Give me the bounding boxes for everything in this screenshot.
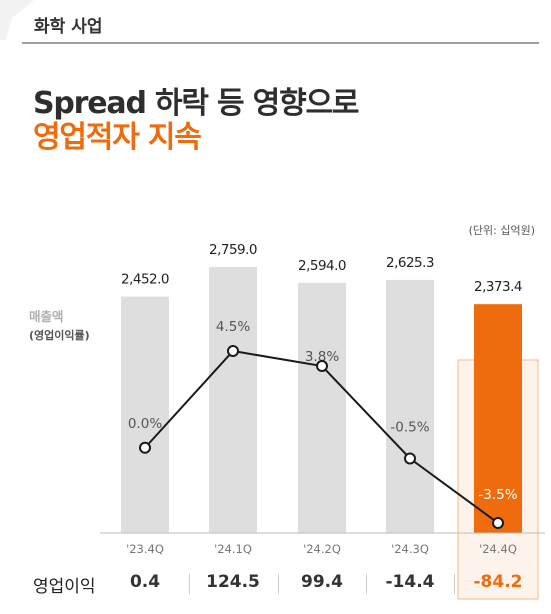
bar-value-label: 2,594.0	[298, 258, 346, 274]
x-tick-label: '24.2Q	[303, 542, 341, 556]
margin-axis-subtitle: (영업이익률)	[29, 329, 90, 342]
headline-line-2: 영업적자 지속	[33, 120, 202, 155]
revenue-bar	[298, 282, 346, 533]
revenue-bar	[474, 304, 522, 533]
operating-profit-label: 영업이익	[33, 577, 96, 597]
column-divider	[189, 574, 190, 594]
operating-profit-value: -84.2	[473, 572, 523, 592]
revenue-bar	[121, 296, 169, 533]
x-tick-label: '23.4Q	[126, 542, 164, 556]
section-divider	[22, 42, 539, 44]
column-divider	[366, 574, 367, 594]
revenue-axis-title: 매출액	[29, 309, 64, 324]
margin-point	[316, 360, 328, 373]
bar-value-label: 2,452.0	[121, 272, 169, 288]
section-label: 화학 사업	[34, 17, 103, 37]
headline-line-1: Spread 하락 등 영향으로	[33, 86, 359, 121]
bar-value-label: 2,373.4	[474, 279, 522, 295]
x-tick-label: '24.4Q	[479, 542, 517, 556]
margin-point	[492, 517, 504, 529]
operating-profit-value: -14.4	[385, 572, 435, 592]
margin-point	[139, 441, 151, 454]
corner-decoration	[0, 0, 34, 40]
operating-profit-value: 0.4	[129, 572, 161, 592]
margin-value-label: -3.5%	[478, 487, 517, 503]
margin-point	[404, 452, 416, 465]
margin-value-label: 3.8%	[305, 349, 339, 365]
bar-value-label: 2,759.0	[209, 242, 257, 258]
margin-value-label: -0.5%	[390, 420, 429, 436]
revenue-bar	[386, 279, 434, 533]
operating-profit-value: 99.4	[301, 572, 343, 592]
margin-value-label: 4.5%	[216, 319, 250, 335]
revenue-bar	[209, 267, 257, 533]
bar-value-label: 2,625.3	[386, 255, 434, 271]
margin-point	[227, 345, 239, 357]
x-tick-label: '24.1Q	[214, 542, 252, 556]
unit-label: (단위: 십억원)	[468, 224, 535, 237]
column-divider	[454, 574, 455, 594]
margin-value-label: 0.0%	[128, 416, 162, 432]
x-tick-label: '24.3Q	[391, 542, 429, 556]
column-divider	[277, 574, 279, 594]
operating-profit-value: 124.5	[206, 572, 260, 592]
